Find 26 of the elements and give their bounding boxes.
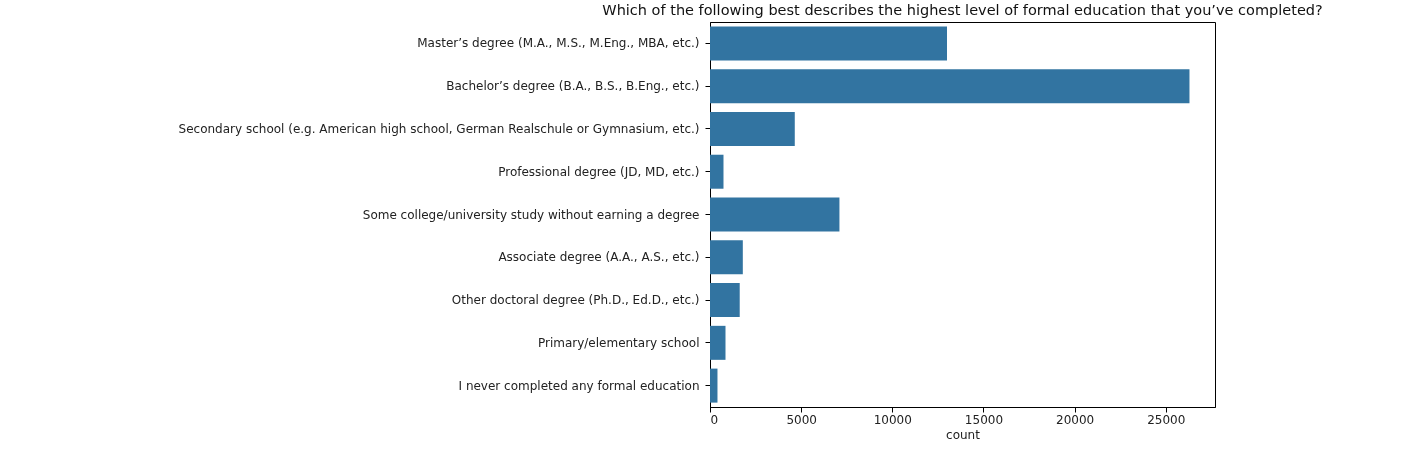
x-tick-label: 15000 xyxy=(964,412,1004,427)
bar xyxy=(710,240,743,275)
y-tick-label: I never completed any formal education xyxy=(458,378,700,393)
x-tick-label: 25000 xyxy=(1147,412,1186,427)
bar xyxy=(710,368,718,403)
y-tick-label: Some college/university study without earning a degree xyxy=(362,207,700,222)
bar xyxy=(710,69,1190,104)
y-tick-label: Other doctoral degree (Ph.D., Ed.D., etc.) xyxy=(451,293,700,308)
x-axis-title: count xyxy=(946,427,981,442)
y-tick-label: Secondary school (e.g. American high school, German Realschule or Gymnasium, etc.) xyxy=(178,121,700,136)
x-tick-label: 20000 xyxy=(1056,412,1095,427)
y-tick-label: Bachelor’s degree (B.A., B.S., B.Eng., etc.) xyxy=(446,79,700,94)
bar xyxy=(710,111,795,146)
bar xyxy=(710,283,740,318)
bar xyxy=(710,154,724,189)
chart-title: Which of the following best describes the highest level of formal education that you’ve completed? xyxy=(602,1,1323,18)
bar xyxy=(710,325,726,360)
bar xyxy=(710,26,947,61)
y-tick-label: Master’s degree (M.A., M.S., M.Eng., MBA, etc.) xyxy=(417,36,700,51)
x-tick-label: 10000 xyxy=(873,412,912,427)
x-tick-label: 5000 xyxy=(786,412,817,427)
bar xyxy=(710,197,840,232)
y-tick-label: Associate degree (A.A., A.S., etc.) xyxy=(498,250,700,265)
y-tick-label: Primary/elementary school xyxy=(537,335,700,350)
x-tick-label: 0 xyxy=(710,412,719,427)
y-tick-label: Professional degree (JD, MD, etc.) xyxy=(498,164,700,179)
